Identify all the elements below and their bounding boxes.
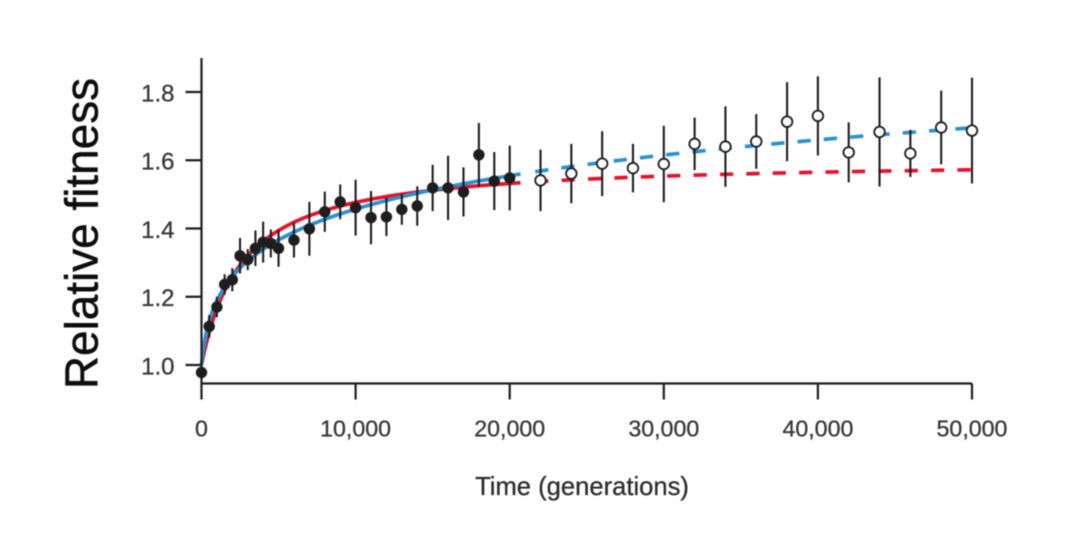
svg-text:40,000: 40,000 [782, 416, 853, 442]
svg-text:20,000: 20,000 [474, 416, 545, 442]
svg-text:10,000: 10,000 [320, 416, 391, 442]
svg-text:1.0: 1.0 [141, 353, 174, 380]
svg-text:1.8: 1.8 [141, 80, 174, 107]
svg-text:1.6: 1.6 [141, 149, 174, 176]
svg-text:1.2: 1.2 [141, 285, 174, 312]
svg-text:50,000: 50,000 [937, 416, 1008, 442]
svg-text:1.4: 1.4 [141, 217, 174, 244]
svg-text:0: 0 [195, 416, 208, 442]
svg-text:Relative fitness: Relative fitness [55, 78, 107, 389]
svg-text:Time (generations): Time (generations) [475, 473, 689, 501]
svg-text:30,000: 30,000 [628, 416, 699, 442]
